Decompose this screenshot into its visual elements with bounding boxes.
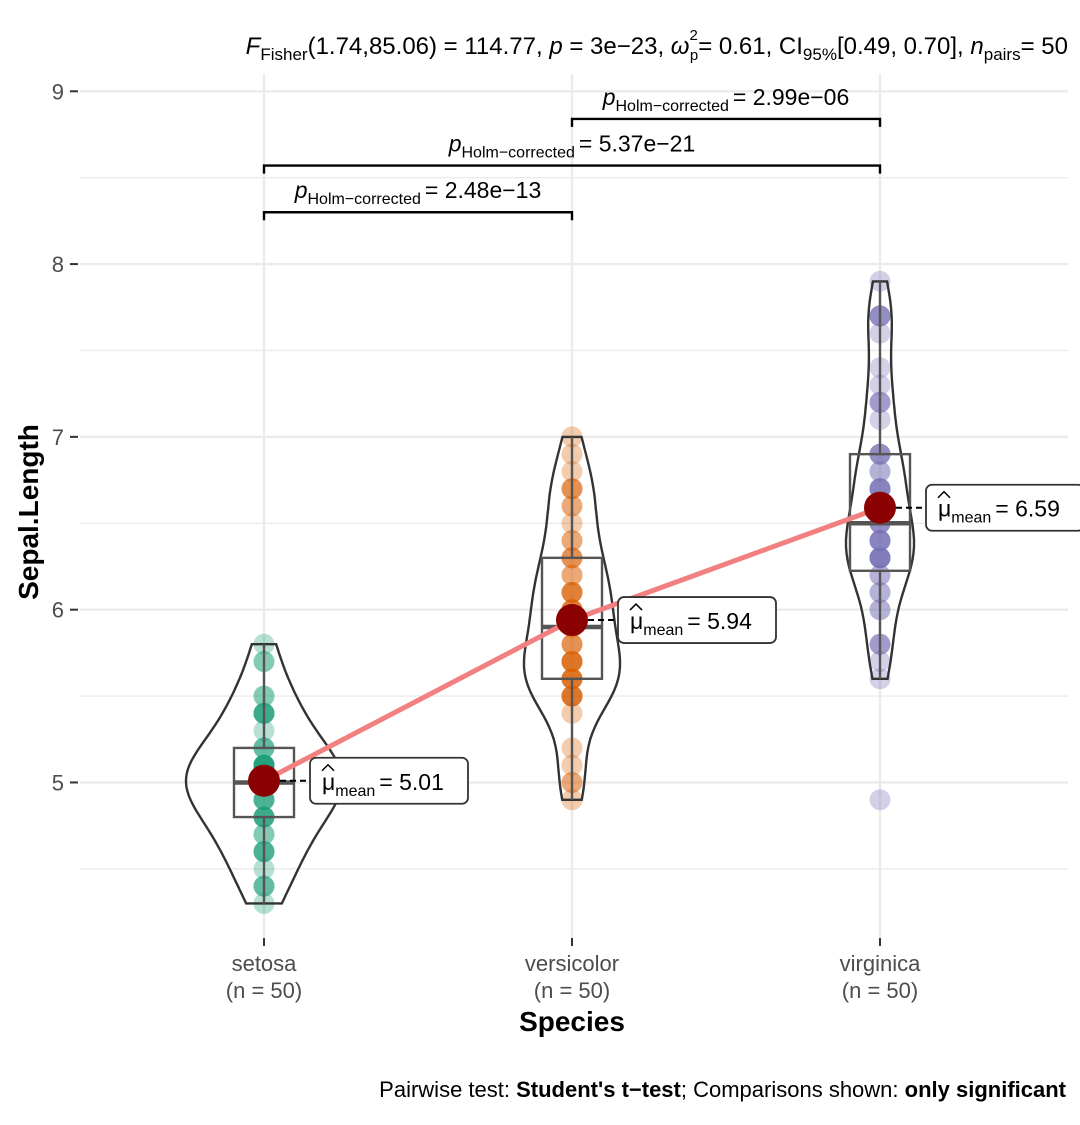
data-point bbox=[561, 651, 583, 673]
data-point bbox=[561, 581, 583, 603]
data-point bbox=[561, 651, 583, 673]
data-point bbox=[869, 530, 891, 552]
chart-subtitle: FFisher(1.74,85.06) = 114.77, p = 3e−23,… bbox=[246, 27, 1068, 64]
y-axis-title: Sepal.Length bbox=[13, 424, 44, 600]
comparison-label: pHolm−corrected = 2.99e−06 bbox=[602, 84, 850, 115]
caption-shown: only significant bbox=[904, 1077, 1066, 1102]
comparison-bracket bbox=[262, 211, 574, 221]
y-axis: 5 6 7 8 9 bbox=[52, 79, 78, 795]
x-axis: setosa(n = 50)versicolor(n = 50)virginic… bbox=[226, 938, 921, 1003]
mean-point bbox=[556, 604, 588, 637]
data-point bbox=[869, 460, 891, 482]
y-tick-label: 9 bbox=[52, 79, 64, 104]
comparison-label: pHolm−corrected = 2.48e−13 bbox=[294, 177, 542, 208]
data-point bbox=[869, 547, 891, 569]
x-tick-count: (n = 50) bbox=[226, 978, 302, 1003]
violin-outline bbox=[522, 435, 622, 801]
x-tick-count: (n = 50) bbox=[842, 978, 918, 1003]
data-point bbox=[561, 581, 583, 603]
chart-caption: Pairwise test: Student's t−test; Compari… bbox=[379, 1077, 1066, 1103]
y-tick-label: 8 bbox=[52, 252, 64, 277]
caption-middle: ; Comparisons shown: bbox=[680, 1077, 905, 1102]
mean-hat bbox=[629, 602, 643, 611]
mean-point bbox=[248, 764, 280, 797]
data-point bbox=[561, 564, 583, 586]
data-point bbox=[561, 651, 583, 673]
mean-point bbox=[864, 491, 896, 524]
x-tick-label: virginica bbox=[840, 951, 921, 976]
data-point bbox=[869, 547, 891, 569]
data-point bbox=[869, 547, 891, 569]
data-point bbox=[869, 789, 891, 811]
data-point bbox=[561, 633, 583, 655]
data-point bbox=[869, 547, 891, 569]
data-point bbox=[869, 530, 891, 552]
y-tick-label: 6 bbox=[52, 598, 64, 623]
group-virginica bbox=[844, 270, 916, 811]
data-point bbox=[561, 651, 583, 673]
comparison-label: pHolm−corrected = 5.37e−21 bbox=[448, 131, 696, 162]
data-point bbox=[869, 530, 891, 552]
data-point bbox=[869, 460, 891, 482]
plot-area: μmean = 5.01 μmean = 5.94 μmean = 6.59 bbox=[184, 270, 1080, 914]
x-tick-label: setosa bbox=[232, 951, 298, 976]
data-point bbox=[561, 581, 583, 603]
mean-label: μmean = 5.01 bbox=[322, 769, 444, 800]
violin-chart: FFisher(1.74,85.06) = 114.77, p = 3e−23,… bbox=[13, 27, 1080, 1037]
data-point bbox=[869, 547, 891, 569]
data-point bbox=[561, 651, 583, 673]
x-tick-count: (n = 50) bbox=[534, 978, 610, 1003]
y-tick-label: 5 bbox=[52, 770, 64, 795]
data-point bbox=[561, 633, 583, 655]
violin-outline bbox=[184, 643, 344, 905]
comparison-bracket bbox=[262, 164, 882, 174]
violin-outline bbox=[844, 280, 916, 680]
caption-test: Student's t−test bbox=[516, 1077, 681, 1102]
mean-label: μmean = 5.94 bbox=[630, 608, 752, 639]
box bbox=[848, 452, 912, 573]
x-tick-label: versicolor bbox=[525, 951, 619, 976]
caption-prefix: Pairwise test: bbox=[379, 1077, 517, 1102]
mean-label-box bbox=[617, 596, 777, 644]
mean-label-box bbox=[309, 756, 469, 805]
y-tick-label: 7 bbox=[52, 425, 64, 450]
data-point bbox=[561, 581, 583, 603]
data-point bbox=[869, 547, 891, 569]
data-point bbox=[869, 530, 891, 552]
data-point bbox=[561, 633, 583, 655]
x-axis-title: Species bbox=[519, 1006, 625, 1037]
box bbox=[540, 556, 604, 681]
mean-label: μmean = 6.59 bbox=[938, 496, 1060, 527]
mean-hat bbox=[321, 763, 335, 772]
mean-label-box bbox=[925, 483, 1080, 532]
comparison-bracket bbox=[570, 117, 882, 127]
pairwise-comparisons: pHolm−corrected = 2.48e−13 pHolm−corrected… bbox=[262, 84, 882, 221]
mean-hat bbox=[937, 490, 951, 499]
data-point bbox=[561, 564, 583, 586]
data-point bbox=[869, 530, 891, 552]
